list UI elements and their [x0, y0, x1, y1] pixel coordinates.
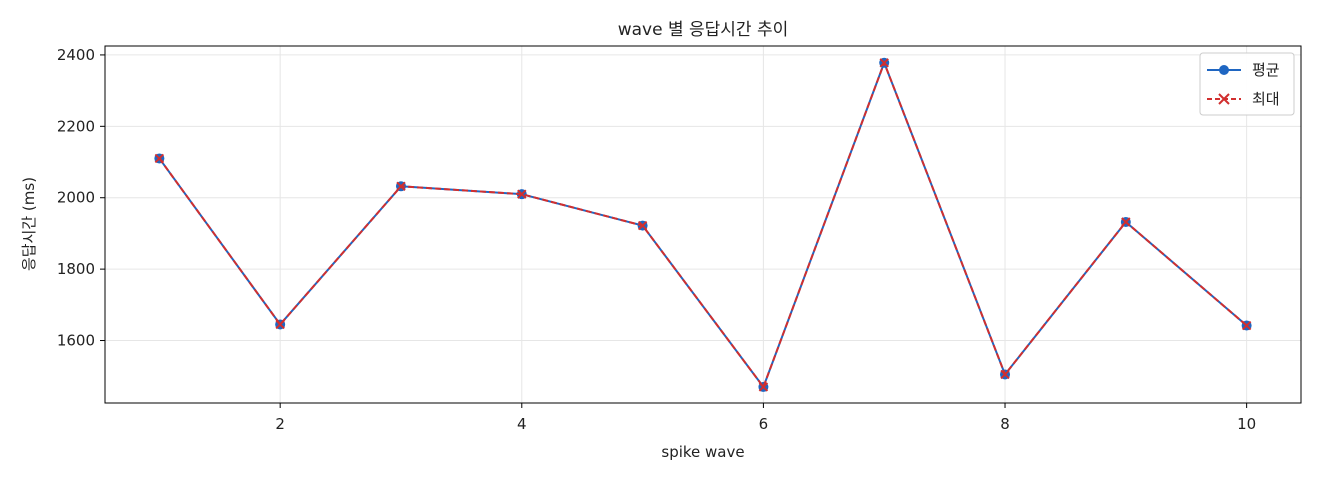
series-line [158, 61, 1248, 388]
y-tick-label: 1600 [57, 332, 95, 350]
data-point-x [154, 153, 165, 164]
y-tick-label: 2400 [57, 46, 95, 64]
legend-label-avg: 평균 [1252, 61, 1280, 79]
plot-area-frame [104, 45, 1302, 404]
x-tick-label: 2 [275, 415, 285, 433]
series-avg [154, 57, 1252, 392]
series-max [154, 58, 1252, 392]
y-axis: 1600 1800 2000 2200 2400 [57, 46, 105, 350]
x-axis: 2 4 6 8 10 [275, 403, 1256, 433]
x-tick-label: 8 [1000, 415, 1010, 433]
chart-title: wave 별 응답시간 추이 [618, 20, 789, 40]
data-point-x [517, 189, 527, 199]
data-point-x [758, 382, 769, 392]
legend-label-max: 최대 [1252, 90, 1280, 108]
legend-item-max: 최대 [1207, 90, 1280, 108]
data-point-x [1000, 369, 1010, 380]
grid [105, 46, 1301, 403]
y-tick-label: 2000 [57, 189, 95, 207]
data-point-x [879, 58, 889, 68]
series-line [158, 61, 1248, 388]
y-axis-title: 응답시간 (ms) [20, 177, 38, 271]
data-point-x [1121, 217, 1131, 227]
legend-marker-x [1218, 93, 1230, 105]
data-point-x [275, 319, 285, 330]
series-group [154, 57, 1252, 392]
legend-marker-circle [1219, 65, 1229, 75]
y-tick-label: 1800 [57, 260, 95, 278]
legend: 평균 최대 [1199, 52, 1295, 116]
x-tick-label: 6 [759, 415, 769, 433]
data-point-x [1241, 320, 1252, 331]
x-tick-label: 10 [1237, 415, 1256, 433]
x-tick-label: 4 [517, 415, 527, 433]
legend-item-avg: 평균 [1207, 61, 1280, 79]
legend-box [1199, 52, 1295, 116]
x-axis-title: spike wave [661, 443, 744, 461]
y-tick-label: 2200 [57, 117, 95, 135]
data-point-x [637, 220, 648, 231]
data-point-x [396, 181, 406, 192]
